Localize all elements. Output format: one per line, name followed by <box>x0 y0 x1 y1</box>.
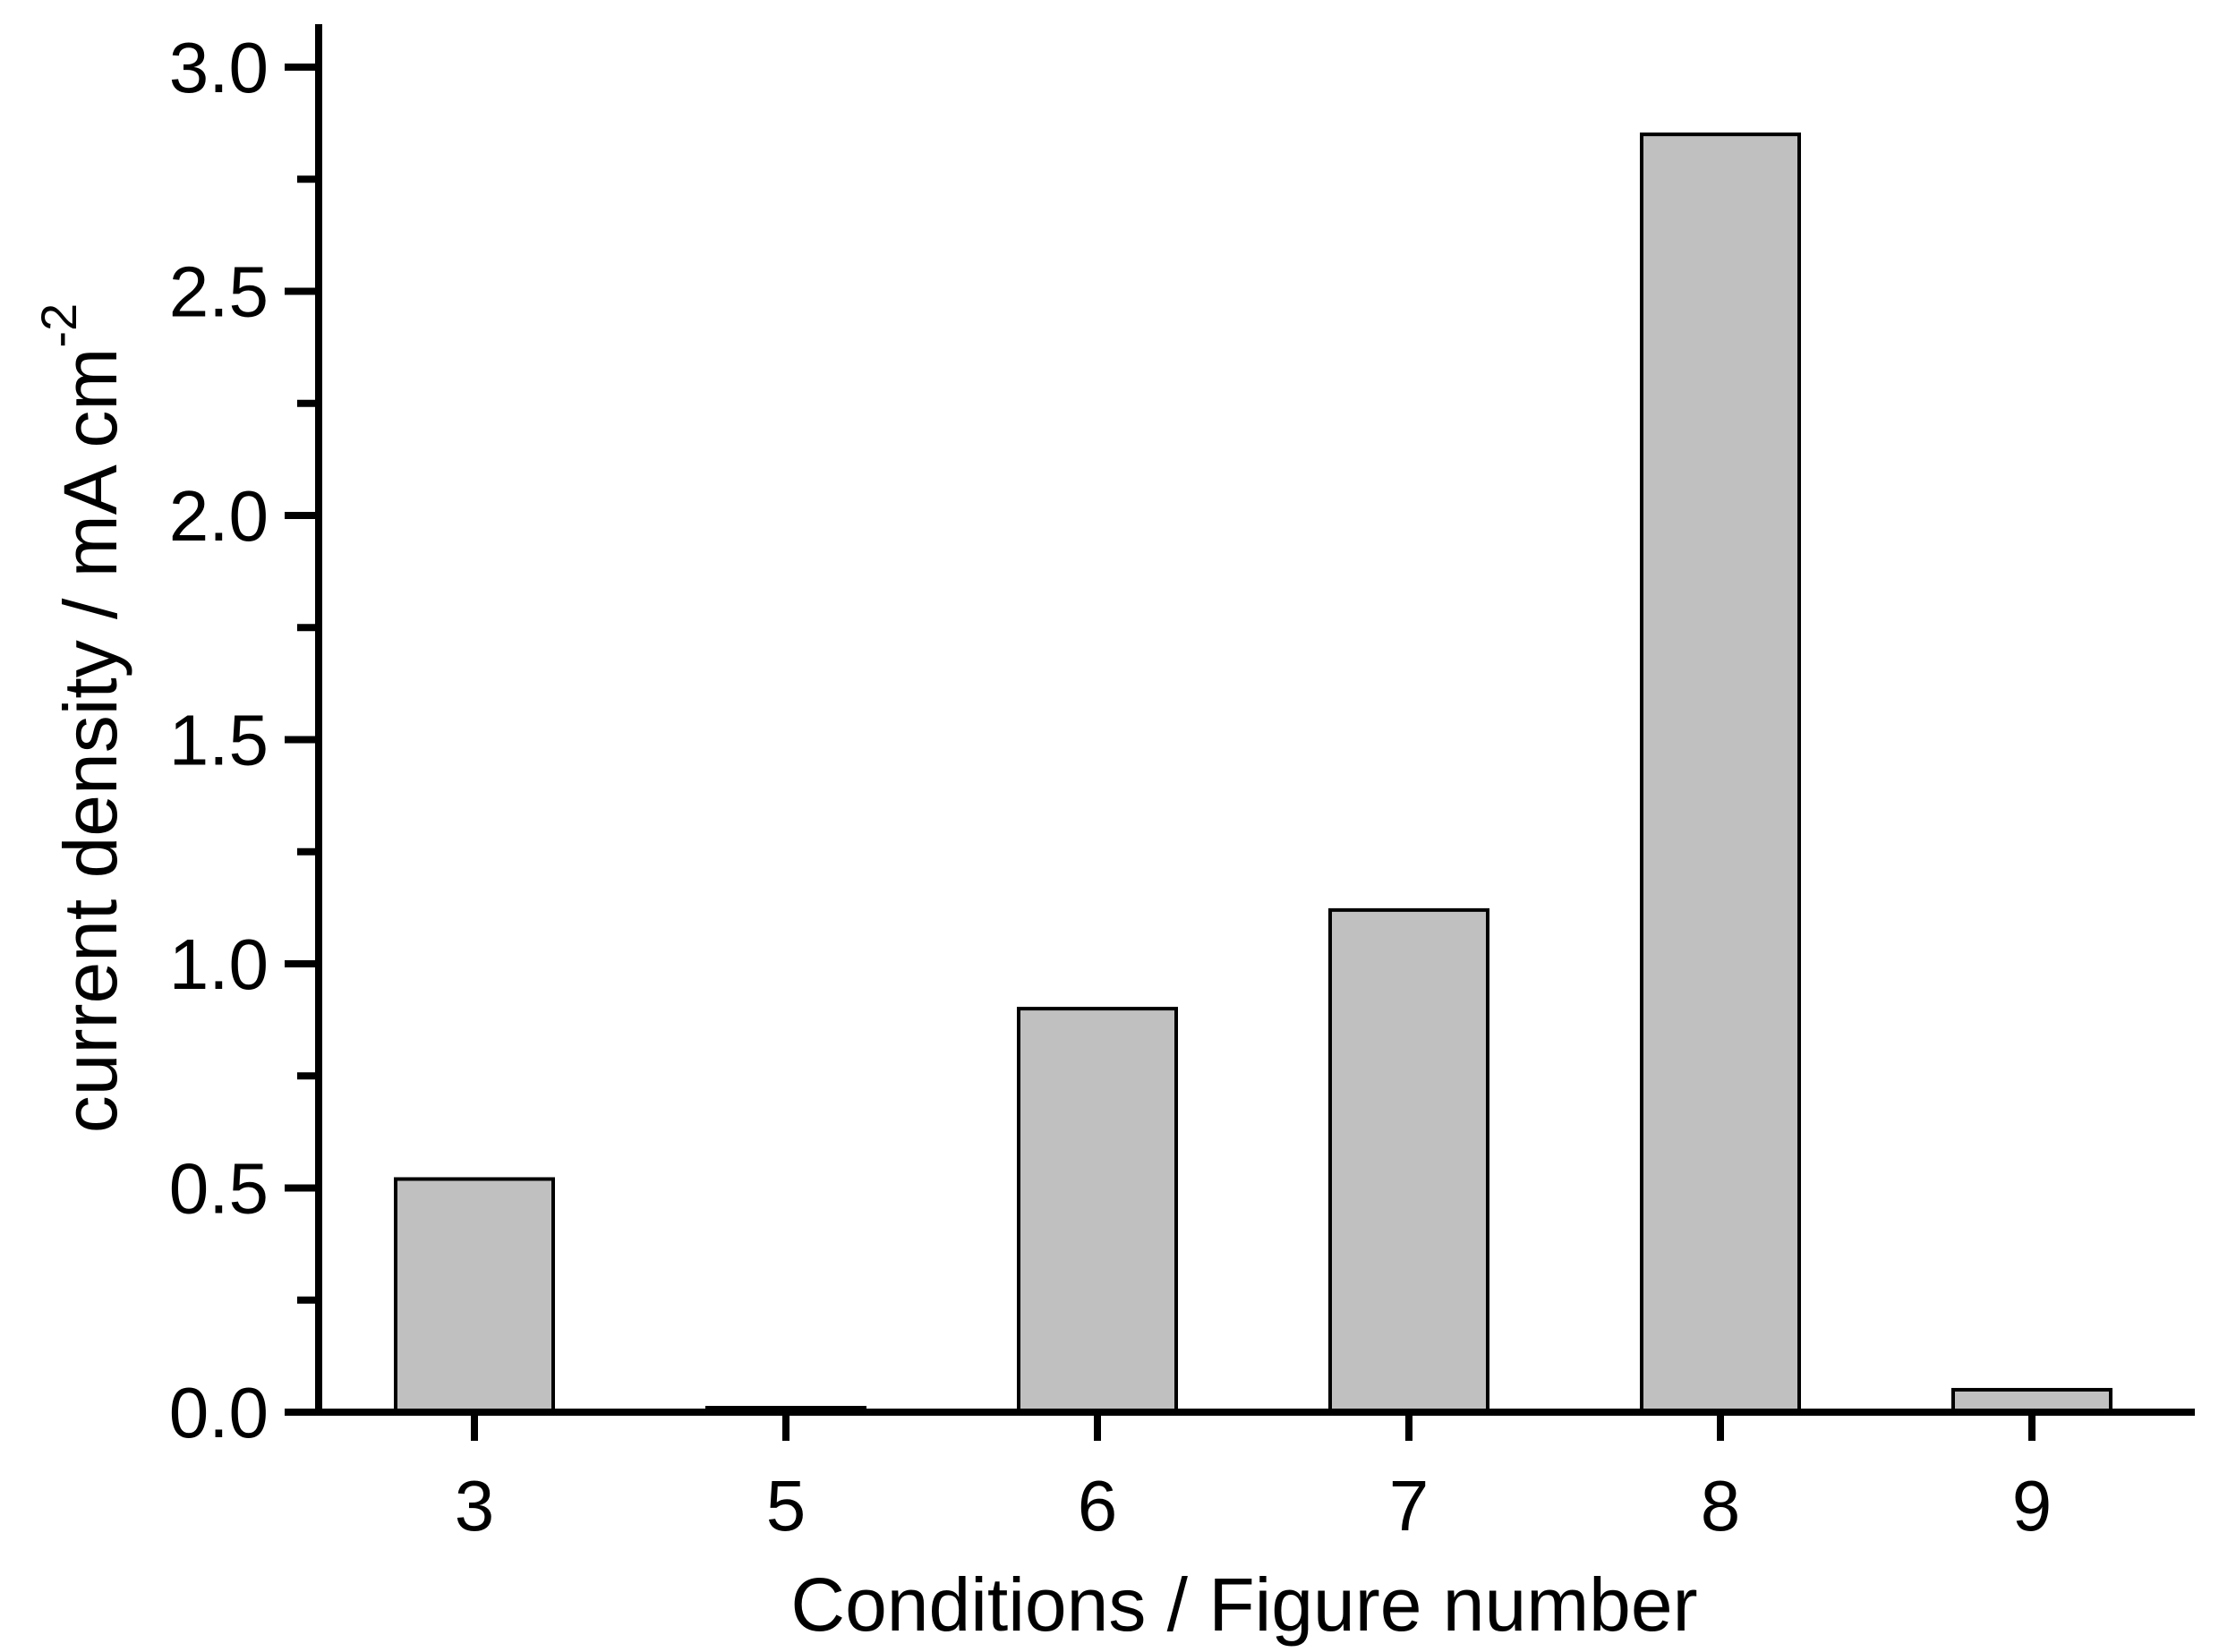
x-tick-label-9: 9 <box>2012 1466 2053 1546</box>
y-tick-label-1.5: 1.5 <box>169 701 269 780</box>
x-tick-label-8: 8 <box>1701 1466 1741 1546</box>
y-tick-label-2.0: 2.0 <box>169 476 269 556</box>
y-tick-label-0.0: 0.0 <box>169 1373 269 1452</box>
y-axis-title: current density / mA cm-2 <box>30 303 132 1133</box>
x-tick-label-6: 6 <box>1078 1466 1118 1546</box>
y-tick-label-1.0: 1.0 <box>169 924 269 1004</box>
y-tick-label-3.0: 3.0 <box>169 28 269 107</box>
x-tick-label-7: 7 <box>1389 1466 1430 1546</box>
y-tick-label-2.5: 2.5 <box>169 252 269 332</box>
bar-3 <box>394 1177 555 1414</box>
bar-6 <box>1017 1007 1178 1414</box>
y-axis-title-main: current density / mA cm <box>48 348 132 1134</box>
x-tick-label-3: 3 <box>455 1466 495 1546</box>
x-axis-title: Conditions / Figure number <box>790 1563 1697 1647</box>
bar-8 <box>1640 132 1801 1414</box>
bar-7 <box>1328 907 1489 1414</box>
x-tick-label-5: 5 <box>766 1466 807 1546</box>
y-tick-label-0.5: 0.5 <box>169 1149 269 1229</box>
y-axis-title-superscript: -2 <box>30 303 87 348</box>
